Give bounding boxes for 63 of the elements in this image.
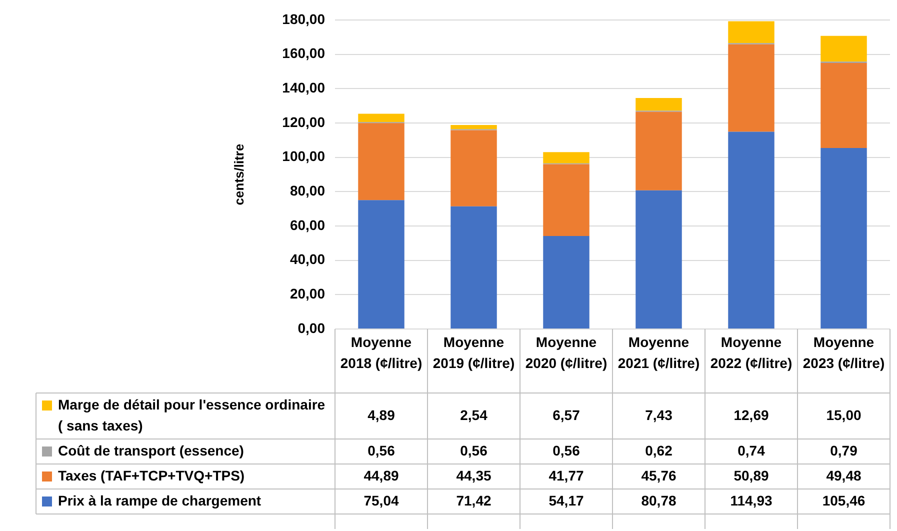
x-tick-label: Moyenne 2020 (¢/litre) [525,334,608,371]
data-label: 75,04 [364,492,399,508]
data-label: 0,62 [645,442,673,458]
bar [543,164,590,236]
data-label: 0,56 [368,442,396,458]
legend-label: Coût de transport (essence) [58,442,244,458]
y-tick-label: 0,00 [298,320,326,336]
data-label: 54,17 [548,492,584,508]
data-label: 80,78 [641,492,676,508]
y-tick-label: 20,00 [290,286,326,302]
bar [543,236,590,328]
data-label: 41,77 [548,467,584,484]
y-tick-label: 100,00 [282,148,326,164]
data-label: 71,42 [456,492,492,508]
x-tick-label: Moyenne 2022 (¢/litre) [710,334,792,371]
bar [728,21,774,44]
data-label: 0,79 [830,442,858,458]
y-tick-label: 60,00 [290,216,326,233]
data-label: 7,43 [645,406,673,423]
bar [636,190,682,328]
bar [636,98,682,111]
bar [820,63,867,148]
bar [543,152,590,164]
data-label: 15,00 [826,406,862,423]
data-label: 114,93 [730,492,772,508]
y-axis-title: cents/litre [231,144,246,206]
legend-label: Taxes (TAF+TCP+TVQ+TPS) [58,467,245,484]
data-label: 2,54 [460,406,488,423]
bar [358,114,404,122]
data-label: 105,46 [822,492,866,508]
data-label: 4,89 [368,406,396,423]
bar [728,44,774,132]
x-tick-label: Moyenne 2018 (¢/litre) [340,334,422,371]
data-label: 0,74 [738,442,766,458]
data-label: 0,56 [552,442,580,458]
bar [450,130,497,206]
data-label: 44,35 [456,467,492,484]
x-tick-label: Moyenne 2019 (¢/litre) [432,334,515,371]
bar [728,132,774,328]
y-tick-label: 40,00 [290,251,326,268]
x-tick-label: Moyenne 2023 (¢/litre) [802,334,885,371]
data-label: 0,56 [460,442,488,458]
bar [636,112,682,190]
data-label: 50,89 [734,467,769,484]
legend-label: Marge de détail pour l'essence ordinaire ( sans taxes) [58,396,326,434]
y-tick-label: 80,00 [290,182,326,199]
data-label: 45,76 [641,467,676,484]
y-tick-label: 120,00 [282,114,326,130]
bar [358,123,404,200]
bar [450,124,497,130]
bar [820,148,867,328]
data-label: 12,69 [734,406,769,423]
data-label: 49,48 [826,467,862,484]
y-tick-label: 140,00 [282,80,326,96]
legend-label: Prix à la rampe de chargement [58,492,262,508]
y-tick-label: 180,00 [282,10,326,27]
bar [450,206,497,328]
x-tick-label: Moyenne 2021 (¢/litre) [618,334,700,371]
data-label: 44,89 [364,467,399,484]
data-label: 6,57 [552,406,580,423]
y-tick-label: 160,00 [282,45,326,62]
bar [820,36,867,62]
bar [358,200,404,328]
